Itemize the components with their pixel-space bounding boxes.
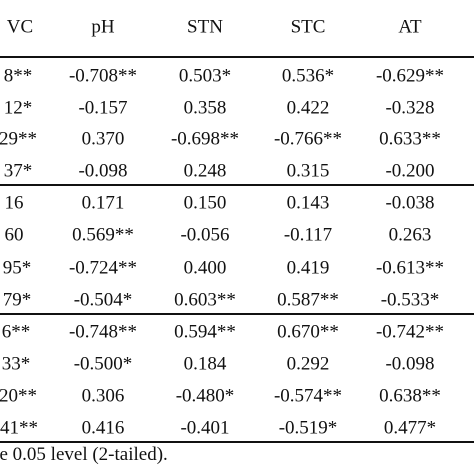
group-rule xyxy=(0,184,474,186)
table-cell: 79* xyxy=(2,289,32,311)
table-cell: 0.594** xyxy=(174,321,236,343)
table-cell: 0.358 xyxy=(183,97,227,119)
column-header-stc: STC xyxy=(290,16,326,38)
table-cell: -0.098 xyxy=(78,160,128,182)
table-cell: 0.306 xyxy=(81,385,125,407)
table-cell: 6** xyxy=(1,321,31,343)
table-cell: -0.629** xyxy=(375,65,445,87)
table-cell: -0.098 xyxy=(385,353,435,375)
table-cell: -0.480* xyxy=(175,385,235,407)
table-cell: 0.171 xyxy=(81,192,125,214)
table-cell: -0.500* xyxy=(73,353,133,375)
table-cell: -0.157 xyxy=(78,97,128,119)
table-cell: -0.200 xyxy=(385,160,435,182)
table-cell: 20** xyxy=(0,385,37,407)
table-cell: -0.748** xyxy=(68,321,138,343)
table-cell: -0.519* xyxy=(278,417,338,439)
column-header-at: AT xyxy=(398,16,422,38)
table-cell: 0.184 xyxy=(183,353,227,375)
table-cell: 0.633** xyxy=(379,128,441,150)
column-header-ph: pH xyxy=(91,16,115,38)
table-cell: -0.708** xyxy=(68,65,138,87)
table-cell: 16 xyxy=(4,192,24,214)
table-cell: 0.419 xyxy=(286,257,330,279)
table-cell: 8** xyxy=(3,65,33,87)
table-cell: -0.504* xyxy=(73,289,133,311)
table-cell: 60 xyxy=(4,224,24,246)
table-cell: -0.117 xyxy=(283,224,333,246)
table-cell: 29** xyxy=(0,128,37,150)
table-cell: 0.503* xyxy=(178,65,232,87)
table-cell: 33* xyxy=(1,353,31,375)
table-cell: -0.056 xyxy=(180,224,230,246)
group-rule xyxy=(0,313,474,315)
column-header-vc: VC xyxy=(6,16,34,38)
table-cell: -0.742** xyxy=(375,321,445,343)
table-cell: 0.670** xyxy=(277,321,339,343)
table-cell: 0.422 xyxy=(286,97,330,119)
table-cell: -0.724** xyxy=(68,257,138,279)
column-header-stn: STN xyxy=(187,16,223,38)
table-cell: -0.328 xyxy=(385,97,435,119)
table-cell: 0.477* xyxy=(383,417,437,439)
table-cell: -0.533* xyxy=(380,289,440,311)
header-rule xyxy=(0,56,474,58)
table-cell: 0.603** xyxy=(174,289,236,311)
table-cell: -0.698** xyxy=(170,128,240,150)
table-cell: 0.150 xyxy=(183,192,227,214)
table-cell: -0.574** xyxy=(273,385,343,407)
table-cell: 0.536* xyxy=(281,65,335,87)
table-cell: -0.613** xyxy=(375,257,445,279)
table-cell: 0.143 xyxy=(286,192,330,214)
table-cell: 0.292 xyxy=(286,353,330,375)
table-cell: 0.416 xyxy=(81,417,125,439)
table-cell: 0.315 xyxy=(286,160,330,182)
table-cell: 12* xyxy=(3,97,33,119)
bottom-rule xyxy=(0,441,474,443)
table-cell: 37* xyxy=(3,160,33,182)
table-cell: 0.263 xyxy=(388,224,432,246)
table-cell: 0.370 xyxy=(81,128,125,150)
table-cell: 0.638** xyxy=(379,385,441,407)
table-cell: -0.766** xyxy=(273,128,343,150)
table-cell: 0.587** xyxy=(277,289,339,311)
table-cell: -0.401 xyxy=(180,417,230,439)
table-cell: 0.400 xyxy=(183,257,227,279)
table-cell: 0.248 xyxy=(183,160,227,182)
table-cell: 41** xyxy=(0,417,38,439)
table-cell: 95* xyxy=(2,257,32,279)
table-footnote: he 0.05 level (2-tailed). xyxy=(0,444,168,465)
table-cell: 0.569** xyxy=(72,224,134,246)
table-cell: -0.038 xyxy=(385,192,435,214)
